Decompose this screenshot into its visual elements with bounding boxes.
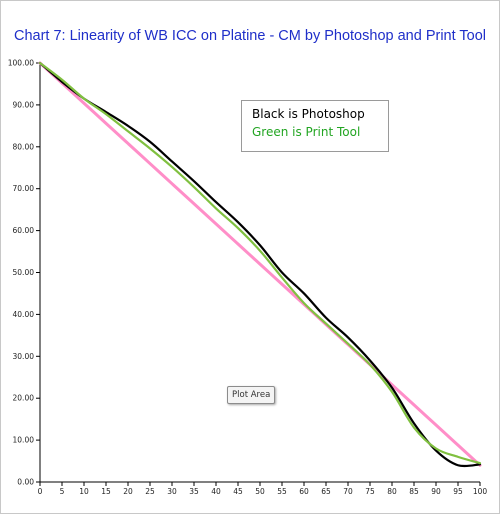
y-tick-label: 20.00 [13,394,35,403]
x-tick-label: 70 [343,487,353,496]
x-tick-label: 10 [79,487,89,496]
legend-print-tool-label: Green is Print Tool [252,125,361,139]
x-tick-label: 35 [189,487,199,496]
y-tick-label: 30.00 [13,352,35,361]
y-tick-label: 90.00 [13,100,35,109]
y-tick-label: 70.00 [13,184,35,193]
x-tick-label: 5 [60,487,65,496]
x-tick-label: 20 [123,487,133,496]
legend-box[interactable]: Black is Photoshop Green is Print Tool [241,100,389,152]
y-tick-label: 40.00 [13,310,35,319]
x-tick-label: 65 [321,487,331,496]
x-tick-label: 80 [387,487,397,496]
x-tick-label: 50 [255,487,265,496]
x-tick-label: 100 [473,487,488,496]
y-tick-label: 60.00 [13,226,35,235]
photoshop-line [38,61,482,468]
x-tick-label: 30 [167,487,177,496]
x-tick-label: 40 [211,487,221,496]
x-tick-label: 45 [233,487,243,496]
y-tick-label: 80.00 [13,142,35,151]
plot-area-tooltip: Plot Area [227,386,276,404]
x-tick-label: 25 [145,487,155,496]
x-tick-label: 0 [38,487,43,496]
x-tick-label: 15 [101,487,111,496]
reference-line [38,61,482,467]
x-tick-label: 90 [431,487,441,496]
x-tick-label: 55 [277,487,287,496]
y-tick-label: 10.00 [13,436,35,445]
y-tick-label: 0.00 [17,478,34,487]
chart-title: Chart 7: Linearity of WB ICC on Platine … [13,28,486,44]
legend-photoshop-label: Black is Photoshop [252,107,365,121]
x-tick-label: 85 [409,487,419,496]
y-tick-label: 100.00 [8,59,34,68]
x-tick-label: 60 [299,487,309,496]
x-tick-label: 75 [365,487,375,496]
x-tick-label: 95 [453,487,463,496]
y-tick-label: 50.00 [13,268,35,277]
print-tool-line [38,61,482,465]
